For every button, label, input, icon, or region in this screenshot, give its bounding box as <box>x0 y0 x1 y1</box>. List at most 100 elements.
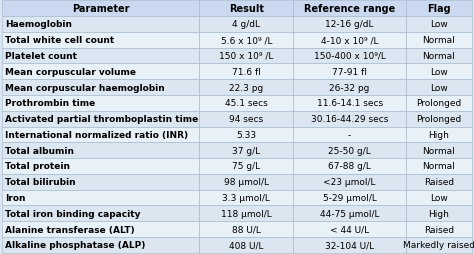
Text: < 44 U/L: < 44 U/L <box>330 225 369 234</box>
Text: 45.1 secs: 45.1 secs <box>225 99 268 108</box>
Text: 88 U/L: 88 U/L <box>232 225 261 234</box>
Text: 98 μmol/L: 98 μmol/L <box>224 178 269 186</box>
Bar <box>293 143 406 158</box>
Bar <box>2 96 200 111</box>
Text: 150-400 x 10⁹/L: 150-400 x 10⁹/L <box>314 52 385 61</box>
Text: Alkaline phosphatase (ALP): Alkaline phosphatase (ALP) <box>5 240 146 249</box>
Text: Total protein: Total protein <box>5 162 70 171</box>
Bar <box>406 80 472 96</box>
Text: 94 secs: 94 secs <box>229 115 264 124</box>
Text: 4-10 x 10⁹ /L: 4-10 x 10⁹ /L <box>321 36 378 45</box>
Text: 71.6 fl: 71.6 fl <box>232 68 261 76</box>
Text: Haemoglobin: Haemoglobin <box>5 20 72 29</box>
Text: 75 g/L: 75 g/L <box>232 162 260 171</box>
Text: Total white cell count: Total white cell count <box>5 36 114 45</box>
Text: Mean corpuscular volume: Mean corpuscular volume <box>5 68 136 76</box>
Bar <box>406 190 472 205</box>
Text: Normal: Normal <box>422 146 455 155</box>
Text: 22.3 pg: 22.3 pg <box>229 83 264 92</box>
Bar <box>406 96 472 111</box>
Bar <box>406 174 472 190</box>
Text: Prothrombin time: Prothrombin time <box>5 99 95 108</box>
Text: Parameter: Parameter <box>72 4 130 14</box>
Bar <box>200 64 293 80</box>
Bar <box>406 33 472 49</box>
Bar <box>200 111 293 127</box>
Text: 118 μmol/L: 118 μmol/L <box>221 209 272 218</box>
Bar <box>200 80 293 96</box>
Bar <box>2 174 200 190</box>
Text: 37 g/L: 37 g/L <box>232 146 260 155</box>
Bar <box>200 237 293 253</box>
Bar <box>406 111 472 127</box>
Bar <box>2 143 200 158</box>
Bar <box>293 158 406 174</box>
Bar <box>406 64 472 80</box>
Bar <box>2 190 200 205</box>
Bar <box>2 237 200 253</box>
Bar <box>2 1 200 17</box>
Text: International normalized ratio (INR): International normalized ratio (INR) <box>5 130 188 139</box>
Bar <box>2 158 200 174</box>
Bar <box>406 158 472 174</box>
Text: 11.6-14.1 secs: 11.6-14.1 secs <box>317 99 383 108</box>
Bar <box>293 1 406 17</box>
Bar <box>293 174 406 190</box>
Bar <box>293 49 406 64</box>
Bar <box>406 143 472 158</box>
Bar <box>2 127 200 143</box>
Text: High: High <box>428 130 449 139</box>
Bar <box>2 80 200 96</box>
Bar <box>293 33 406 49</box>
Text: Alanine transferase (ALT): Alanine transferase (ALT) <box>5 225 135 234</box>
Text: 408 U/L: 408 U/L <box>229 240 264 249</box>
Text: Raised: Raised <box>424 225 454 234</box>
Text: Flag: Flag <box>427 4 451 14</box>
Text: Activated partial thromboplastin time: Activated partial thromboplastin time <box>5 115 199 124</box>
Text: Raised: Raised <box>424 178 454 186</box>
Bar <box>200 49 293 64</box>
Bar <box>293 237 406 253</box>
Bar <box>293 96 406 111</box>
Bar <box>406 237 472 253</box>
Bar <box>200 96 293 111</box>
Bar <box>293 221 406 237</box>
Bar <box>2 33 200 49</box>
Bar <box>406 49 472 64</box>
Text: 5.6 x 10⁹ /L: 5.6 x 10⁹ /L <box>220 36 272 45</box>
Text: Iron: Iron <box>5 193 26 202</box>
Bar <box>200 190 293 205</box>
Text: Low: Low <box>430 83 447 92</box>
Text: 5-29 μmol/L: 5-29 μmol/L <box>323 193 376 202</box>
Bar <box>200 33 293 49</box>
Text: 67-88 g/L: 67-88 g/L <box>328 162 371 171</box>
Text: 4 g/dL: 4 g/dL <box>232 20 260 29</box>
Text: 32-104 U/L: 32-104 U/L <box>325 240 374 249</box>
Bar <box>2 111 200 127</box>
Bar <box>200 1 293 17</box>
Text: High: High <box>428 209 449 218</box>
Text: Total bilirubin: Total bilirubin <box>5 178 76 186</box>
Text: Prolonged: Prolonged <box>416 115 461 124</box>
Bar <box>200 158 293 174</box>
Bar <box>293 17 406 33</box>
Bar <box>200 221 293 237</box>
Text: Mean corpuscular haemoglobin: Mean corpuscular haemoglobin <box>5 83 165 92</box>
Text: Low: Low <box>430 20 447 29</box>
Text: Normal: Normal <box>422 36 455 45</box>
Bar <box>293 111 406 127</box>
Bar <box>200 143 293 158</box>
Bar <box>293 80 406 96</box>
Text: Low: Low <box>430 68 447 76</box>
Bar <box>2 17 200 33</box>
Text: Reference range: Reference range <box>304 4 395 14</box>
Bar <box>2 64 200 80</box>
Text: Platelet count: Platelet count <box>5 52 77 61</box>
Text: 5.33: 5.33 <box>237 130 256 139</box>
Bar <box>200 127 293 143</box>
Bar <box>200 205 293 221</box>
Bar <box>406 127 472 143</box>
Bar <box>2 49 200 64</box>
Text: 30.16-44.29 secs: 30.16-44.29 secs <box>311 115 388 124</box>
Text: 26-32 pg: 26-32 pg <box>329 83 370 92</box>
